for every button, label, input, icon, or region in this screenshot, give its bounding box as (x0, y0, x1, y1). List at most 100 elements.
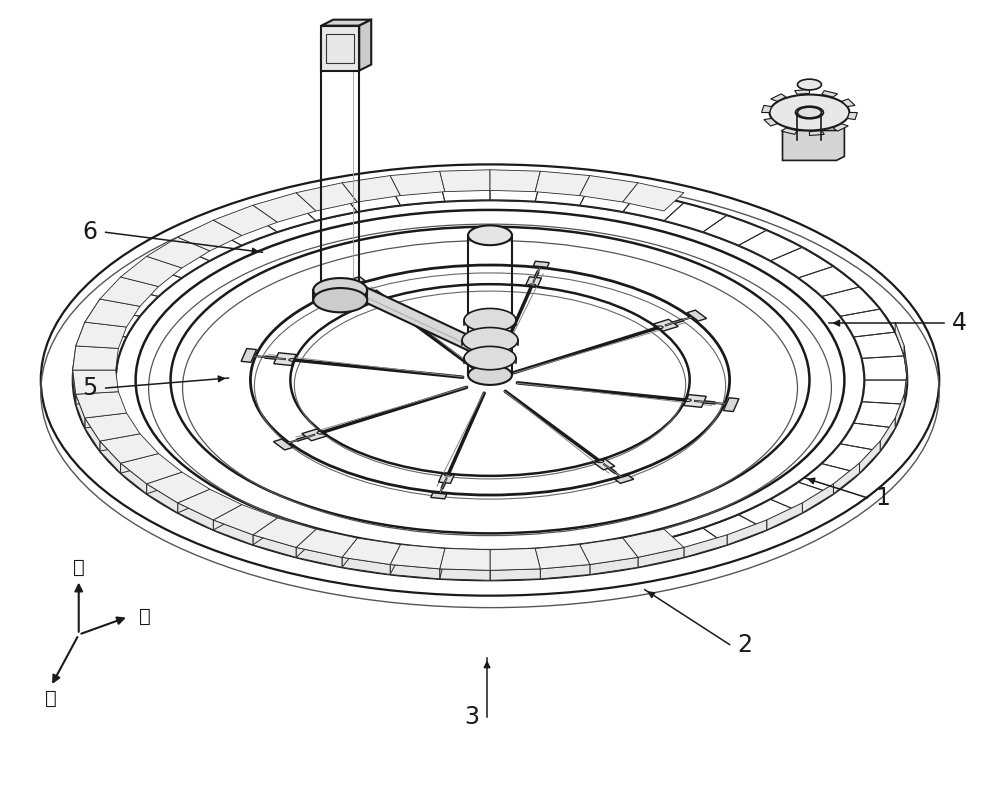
Ellipse shape (462, 328, 518, 352)
Polygon shape (762, 106, 771, 112)
Polygon shape (147, 237, 210, 268)
Polygon shape (365, 290, 386, 301)
Polygon shape (121, 256, 182, 287)
Polygon shape (342, 557, 390, 574)
Polygon shape (684, 395, 706, 408)
Polygon shape (880, 418, 895, 451)
Polygon shape (653, 320, 678, 331)
Text: 1: 1 (875, 486, 890, 509)
Polygon shape (895, 394, 904, 428)
Polygon shape (121, 463, 147, 493)
Polygon shape (302, 429, 327, 441)
Polygon shape (178, 489, 242, 520)
Polygon shape (771, 94, 786, 101)
Polygon shape (342, 538, 400, 565)
Polygon shape (390, 545, 445, 569)
Polygon shape (121, 453, 182, 484)
Polygon shape (440, 170, 490, 191)
Polygon shape (540, 565, 590, 579)
Polygon shape (687, 310, 707, 321)
Polygon shape (85, 418, 100, 451)
Polygon shape (76, 392, 127, 418)
Polygon shape (390, 565, 440, 579)
Polygon shape (623, 183, 684, 211)
Polygon shape (76, 322, 85, 356)
Ellipse shape (797, 79, 821, 90)
Ellipse shape (313, 288, 367, 312)
Ellipse shape (797, 107, 821, 118)
Polygon shape (490, 569, 540, 581)
Polygon shape (253, 535, 296, 557)
Ellipse shape (468, 225, 512, 245)
Polygon shape (359, 20, 371, 70)
Polygon shape (822, 91, 838, 97)
Polygon shape (73, 370, 118, 394)
Polygon shape (213, 520, 253, 545)
Polygon shape (178, 220, 242, 251)
Ellipse shape (464, 346, 516, 370)
Polygon shape (767, 503, 802, 530)
Ellipse shape (313, 278, 367, 302)
Polygon shape (533, 261, 549, 268)
Polygon shape (904, 346, 907, 380)
Text: 3: 3 (464, 706, 479, 730)
Polygon shape (764, 119, 777, 126)
Polygon shape (213, 505, 277, 535)
Polygon shape (253, 193, 316, 222)
Polygon shape (580, 538, 638, 565)
Text: 4: 4 (952, 311, 967, 335)
Polygon shape (147, 472, 210, 503)
Polygon shape (439, 473, 454, 483)
Polygon shape (85, 299, 140, 327)
Polygon shape (100, 277, 159, 306)
Polygon shape (390, 171, 445, 195)
Polygon shape (783, 127, 844, 160)
Polygon shape (273, 439, 293, 450)
Polygon shape (296, 547, 342, 567)
Polygon shape (638, 547, 684, 567)
Polygon shape (296, 183, 357, 211)
Polygon shape (781, 128, 797, 135)
Ellipse shape (770, 95, 849, 131)
Polygon shape (526, 277, 541, 287)
Polygon shape (535, 545, 590, 569)
Text: 2: 2 (738, 633, 753, 657)
Polygon shape (76, 322, 127, 348)
Polygon shape (727, 520, 767, 545)
Polygon shape (535, 171, 590, 195)
Polygon shape (895, 322, 904, 356)
Polygon shape (590, 557, 638, 574)
Polygon shape (859, 441, 880, 473)
Polygon shape (321, 20, 371, 26)
Polygon shape (431, 493, 447, 499)
Polygon shape (73, 370, 76, 405)
Polygon shape (594, 459, 615, 470)
Ellipse shape (321, 27, 359, 44)
Polygon shape (723, 398, 739, 412)
Polygon shape (490, 549, 540, 570)
Polygon shape (342, 175, 400, 202)
Polygon shape (73, 346, 118, 370)
Polygon shape (213, 205, 277, 235)
Polygon shape (321, 26, 359, 70)
Polygon shape (795, 90, 809, 95)
Polygon shape (296, 529, 357, 557)
Polygon shape (346, 276, 365, 285)
Text: 5: 5 (82, 376, 98, 400)
Ellipse shape (468, 365, 512, 385)
Polygon shape (833, 124, 848, 131)
Ellipse shape (795, 107, 823, 119)
Polygon shape (342, 279, 508, 366)
Text: 6: 6 (83, 220, 98, 244)
Polygon shape (615, 475, 634, 483)
Polygon shape (684, 535, 727, 557)
Polygon shape (178, 503, 213, 530)
Polygon shape (100, 441, 121, 473)
Polygon shape (274, 352, 296, 365)
Polygon shape (241, 348, 257, 362)
Polygon shape (147, 484, 178, 513)
Text: 右: 右 (139, 607, 150, 626)
Polygon shape (76, 394, 85, 428)
Polygon shape (253, 518, 316, 547)
Polygon shape (73, 346, 76, 380)
